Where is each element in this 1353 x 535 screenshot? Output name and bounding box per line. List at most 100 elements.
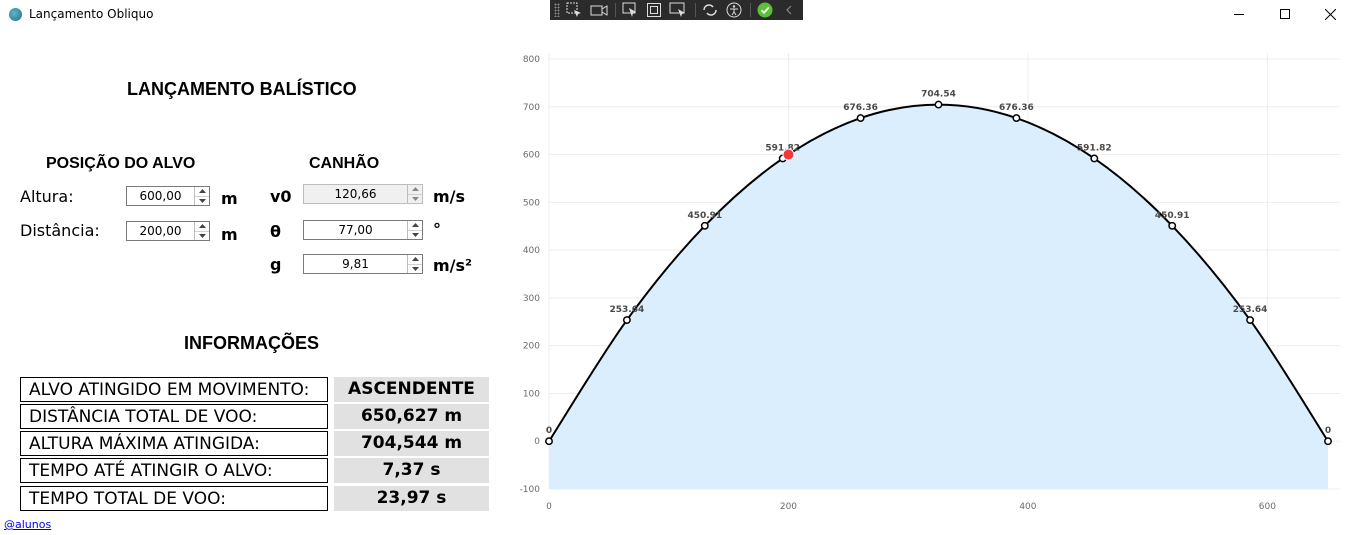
status-ok-button[interactable] (754, 1, 775, 19)
theta-label: θ (270, 222, 281, 241)
target-heading: POSIÇÃO DO ALVO (46, 155, 196, 172)
point-data-label: 450.91 (687, 211, 722, 221)
g-spinner[interactable] (407, 255, 422, 273)
x-tick-label: 200 (780, 502, 797, 512)
point-data-label: 676.36 (999, 103, 1034, 113)
record-button[interactable] (588, 1, 609, 19)
spin-up-icon[interactable] (195, 222, 209, 231)
point-data-label: 0 (1325, 426, 1331, 436)
point-data-label: 253.64 (610, 305, 645, 315)
collapse-toolbar-button[interactable] (779, 1, 800, 19)
x-tick-label: 400 (1019, 502, 1036, 512)
select-element-icon (566, 2, 582, 17)
y-tick-label: 200 (523, 342, 540, 352)
point-data-label: 591.82 (765, 143, 800, 153)
y-tick-label: -100 (520, 485, 541, 495)
info-label-total-distance: DISTÂNCIA TOTAL DE VOO: (20, 404, 328, 429)
v0-unit: m/s (433, 187, 466, 206)
y-tick-label: 100 (523, 389, 540, 399)
v0-input[interactable]: 120,66 (303, 184, 423, 204)
distance-input[interactable]: 200,00 (126, 221, 210, 241)
toolbar-separator (695, 3, 696, 17)
trajectory-point (545, 437, 553, 446)
toolbar-separator (615, 3, 617, 17)
spin-up-icon[interactable] (195, 187, 209, 196)
spin-down-icon[interactable] (408, 229, 422, 240)
g-value: 9,81 (342, 257, 369, 271)
select-element-button[interactable] (564, 1, 585, 19)
video-icon (590, 5, 608, 16)
v0-spinner[interactable] (407, 185, 422, 203)
point-data-label: 253.64 (1233, 305, 1268, 315)
v0-value: 120,66 (334, 187, 377, 201)
info-heading: INFORMAÇÕES (184, 333, 319, 353)
trajectory-point (1324, 437, 1332, 446)
info-label-max-height: ALTURA MÁXIMA ATINGIDA: (20, 431, 328, 456)
height-unit: m (221, 189, 238, 208)
g-input[interactable]: 9,81 (303, 254, 423, 274)
app-icon (9, 8, 22, 21)
trajectory-chart: -100 0 100 200 300 400 500 600 700 800 0 200 400 600 0… (520, 53, 1340, 512)
maximize-button[interactable] (1262, 0, 1308, 28)
g-unit: m/s² (433, 256, 473, 275)
drag-grip-icon[interactable] (554, 3, 560, 17)
spin-up-icon[interactable] (408, 221, 422, 230)
theta-spinner[interactable] (407, 221, 422, 239)
close-button[interactable] (1307, 0, 1353, 28)
point-data-label: 450.91 (1155, 211, 1190, 221)
theta-unit: ° (433, 220, 441, 239)
height-input[interactable]: 600,00 (126, 186, 210, 206)
spin-down-icon[interactable] (195, 230, 209, 241)
close-icon (1324, 8, 1336, 20)
accessibility-button[interactable] (723, 1, 744, 19)
info-value-time-to-target: 7,37 s (334, 458, 489, 483)
y-tick-label: 400 (523, 246, 540, 256)
debug-toolbar (550, 0, 803, 20)
pointer-icon (622, 2, 636, 17)
info-value-max-height: 704,544 m (334, 431, 489, 456)
trajectory-point (1012, 114, 1021, 123)
spin-up-icon[interactable] (408, 185, 422, 194)
authors-link[interactable]: @alunos (4, 518, 52, 531)
trajectory-point (1168, 221, 1177, 230)
x-tick-label: 0 (546, 502, 552, 512)
chevron-left-icon (786, 5, 792, 15)
y-tick-label: 700 (523, 103, 540, 113)
spin-down-icon[interactable] (195, 195, 209, 206)
spin-down-icon[interactable] (408, 263, 422, 274)
bounds-icon (647, 3, 662, 17)
point-data-label: 0 (546, 426, 552, 436)
g-label: g (270, 255, 282, 274)
info-label-time-to-target: TEMPO ATÉ ATINGIR O ALVO: (20, 458, 328, 483)
distance-unit: m (221, 225, 238, 244)
minimize-button[interactable] (1216, 0, 1262, 28)
info-value-movement: ASCENDENTE (334, 377, 489, 402)
theta-input[interactable]: 77,00 (303, 220, 423, 240)
pointer-button[interactable] (619, 1, 640, 19)
hot-reload-button[interactable] (699, 1, 720, 19)
trajectory-point (1090, 154, 1099, 163)
trajectory-point (856, 114, 865, 123)
point-data-label: 704.54 (921, 90, 956, 100)
trajectory-point (622, 316, 631, 324)
spin-up-icon[interactable] (408, 255, 422, 264)
trajectory-area (549, 104, 1329, 489)
layout-button[interactable] (668, 1, 689, 19)
theta-value: 77,00 (338, 223, 373, 237)
spin-down-icon[interactable] (408, 193, 422, 204)
x-tick-label: 600 (1259, 502, 1276, 512)
y-tick-label: 600 (523, 151, 540, 161)
info-value-total-time: 23,97 s (334, 486, 489, 511)
cannon-heading: CANHÃO (309, 155, 380, 172)
bounds-button[interactable] (644, 1, 665, 19)
height-spinner[interactable] (194, 187, 209, 205)
info-label-movement: ALVO ATINGIDO EM MOVIMENTO: (20, 377, 328, 402)
minimize-icon (1234, 14, 1244, 15)
toolbar-separator (750, 3, 752, 17)
y-tick-label: 800 (523, 55, 540, 65)
distance-label: Distância: (20, 221, 100, 240)
distance-spinner[interactable] (194, 222, 209, 240)
trajectory-point (934, 100, 943, 109)
layout-icon (669, 2, 686, 17)
y-tick-label: 300 (523, 294, 540, 304)
